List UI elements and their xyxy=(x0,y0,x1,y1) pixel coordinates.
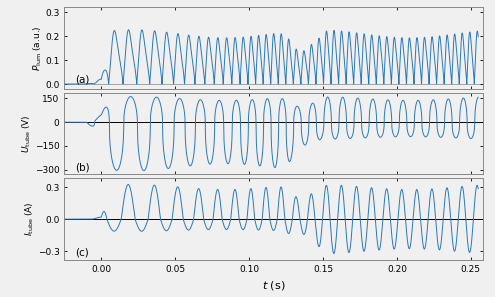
Text: (b): (b) xyxy=(75,162,90,172)
Y-axis label: $P_\mathrm{lum}$ (a.u.): $P_\mathrm{lum}$ (a.u.) xyxy=(31,25,44,71)
Text: (a): (a) xyxy=(75,74,89,84)
Y-axis label: $U_\mathrm{tube}$ (V): $U_\mathrm{tube}$ (V) xyxy=(21,114,33,153)
X-axis label: $t$ (s): $t$ (s) xyxy=(262,279,285,292)
Text: (c): (c) xyxy=(75,248,89,258)
Y-axis label: $I_\mathrm{tube}$ (A): $I_\mathrm{tube}$ (A) xyxy=(24,202,36,236)
